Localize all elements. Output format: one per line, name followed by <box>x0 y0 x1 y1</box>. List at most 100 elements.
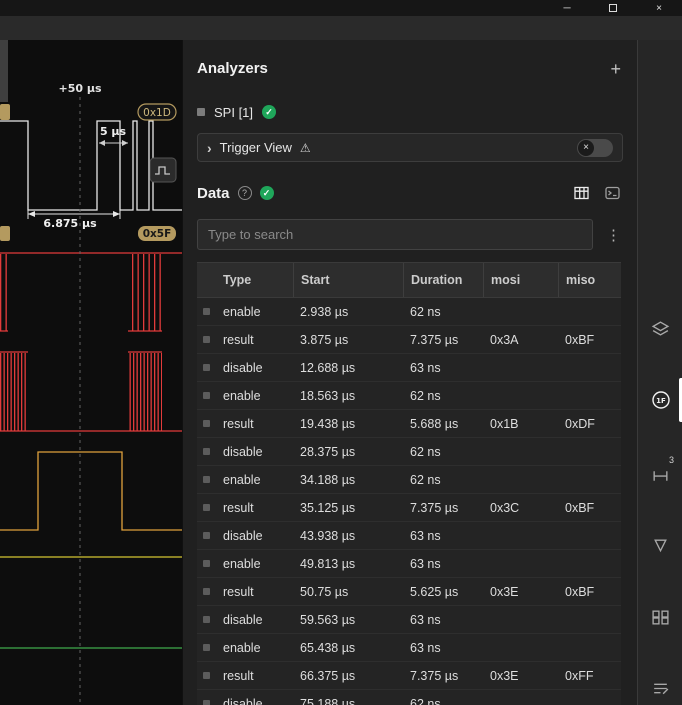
cell-duration: 62 ns <box>410 388 441 403</box>
table-view-icon[interactable] <box>573 185 590 201</box>
row-marker-icon <box>203 644 210 651</box>
table-row[interactable]: enable 49.813 µs 63 ns <box>197 550 621 578</box>
hex-data-icon-label: 1F <box>656 397 666 405</box>
table-row[interactable]: disable 12.688 µs 63 ns <box>197 354 621 382</box>
cell-duration: 63 ns <box>410 360 441 375</box>
table-row[interactable]: enable 34.188 µs 62 ns <box>197 466 621 494</box>
table-row[interactable]: result 19.438 µs 5.688 µs 0x1B 0xDF <box>197 410 621 438</box>
cell-mosi <box>483 690 558 705</box>
cell-duration: 62 ns <box>410 472 441 487</box>
table-row[interactable]: result 66.375 µs 7.375 µs 0x3E 0xFF <box>197 662 621 690</box>
table-row[interactable]: enable 65.438 µs 63 ns <box>197 634 621 662</box>
cell-start: 34.188 µs <box>300 472 356 487</box>
cell-start: 2.938 µs <box>300 304 349 319</box>
table-row[interactable]: result 50.75 µs 5.625 µs 0x3E 0xBF <box>197 578 621 606</box>
data-title: Data <box>197 184 230 202</box>
trigger-view-row[interactable]: › Trigger View ⚠ × <box>197 133 623 162</box>
table-row[interactable]: enable 2.938 µs 62 ns <box>197 298 621 326</box>
cell-miso <box>558 634 621 661</box>
cell-miso <box>558 354 621 381</box>
cell-start: 12.688 µs <box>300 360 356 375</box>
trigger-view-label: Trigger View <box>219 140 292 155</box>
time-cursor[interactable]: +50 µs <box>59 82 102 705</box>
trigger-toggle[interactable]: × <box>577 138 613 157</box>
warning-icon: ⚠ <box>299 140 311 155</box>
cell-mosi <box>483 354 558 381</box>
channel-0-trace <box>0 120 182 211</box>
jump-edge-button[interactable] <box>149 157 177 183</box>
decode-bubble-top[interactable]: 0x1D <box>137 103 177 121</box>
column-header-type: Type <box>223 273 252 287</box>
sidebar-item-data[interactable]: 1F <box>638 382 682 418</box>
cell-miso <box>558 550 621 577</box>
add-analyzer-button[interactable]: + <box>610 58 621 79</box>
sidebar-item-measurements[interactable]: 3 <box>638 455 682 493</box>
sidebar-item-timing-markers[interactable] <box>638 527 682 563</box>
table-row[interactable]: result 3.875 µs 7.375 µs 0x3A 0xBF <box>197 326 621 354</box>
minimize-button[interactable]: ─ <box>544 0 590 16</box>
cell-start: 43.938 µs <box>300 528 356 543</box>
search-input[interactable] <box>197 219 593 250</box>
row-marker-icon <box>203 532 210 539</box>
cell-miso <box>558 606 621 633</box>
analyzer-item-spi[interactable]: SPI [1] ✓ <box>197 102 277 122</box>
close-button[interactable]: × <box>636 0 682 16</box>
minimize-icon: ─ <box>563 2 571 14</box>
cell-type: enable <box>223 304 261 319</box>
decode-bubble-bottom[interactable]: 0x5F <box>138 226 176 241</box>
table-row[interactable]: disable 75.188 µs 62 ns <box>197 690 621 705</box>
cell-type: enable <box>223 472 261 487</box>
cell-miso <box>558 438 621 465</box>
sidebar-item-notes[interactable] <box>638 670 682 705</box>
terminal-view-icon[interactable] <box>604 185 621 201</box>
sidebar-item-annotations[interactable] <box>638 599 682 635</box>
cell-miso: 0xBF <box>565 332 595 347</box>
analyzers-title: Analyzers <box>197 60 268 77</box>
waveform-canvas[interactable]: 5 µs 6.875 µs 0x1D 0x5F <box>0 40 182 705</box>
cell-duration: 63 ns <box>410 612 441 627</box>
cell-type: result <box>223 416 254 431</box>
cell-mosi: 0x3A <box>490 332 519 347</box>
table-row[interactable]: result 35.125 µs 7.375 µs 0x3C 0xBF <box>197 494 621 522</box>
cell-type: result <box>223 500 254 515</box>
notes-icon <box>654 683 669 694</box>
cell-type: enable <box>223 556 261 571</box>
cell-mosi: 0x1B <box>490 416 519 431</box>
cell-start: 59.563 µs <box>300 612 356 627</box>
cell-type: disable <box>223 444 263 459</box>
table-row[interactable]: disable 28.375 µs 62 ns <box>197 438 621 466</box>
table-row[interactable]: disable 43.938 µs 63 ns <box>197 522 621 550</box>
row-marker-icon <box>203 336 210 343</box>
row-marker-icon <box>203 588 210 595</box>
waveform-viewport[interactable]: 5 µs 6.875 µs 0x1D 0x5F <box>0 40 182 705</box>
row-marker-icon <box>203 420 210 427</box>
cell-type: disable <box>223 360 263 375</box>
cell-type: result <box>223 584 254 599</box>
sidebar-item-analyzers[interactable] <box>638 310 682 346</box>
close-icon: × <box>656 2 662 14</box>
table-row[interactable]: disable 59.563 µs 63 ns <box>197 606 621 634</box>
check-icon: ✓ <box>262 105 277 119</box>
cell-start: 49.813 µs <box>300 556 356 571</box>
cell-start: 28.375 µs <box>300 444 356 459</box>
cell-miso: 0xDF <box>565 416 595 431</box>
cell-start: 35.125 µs <box>300 500 356 515</box>
maximize-button[interactable] <box>590 0 636 16</box>
cell-miso <box>558 466 621 493</box>
table-row[interactable]: enable 18.563 µs 62 ns <box>197 382 621 410</box>
cell-start: 50.75 µs <box>300 584 349 599</box>
row-marker-icon <box>203 476 210 483</box>
data-header: Data ? ✓ <box>197 183 621 203</box>
marker-pin-icon <box>654 539 667 552</box>
analyzer-label: SPI [1] <box>214 104 254 120</box>
measurement-large: 6.875 µs <box>27 209 121 230</box>
cell-miso <box>558 298 621 325</box>
more-options-icon[interactable]: ⋮ <box>606 226 621 244</box>
cell-mosi <box>483 466 558 493</box>
row-marker-icon <box>203 560 210 567</box>
decode-bubble-bottom-label: 0x5F <box>143 228 172 240</box>
cell-mosi <box>483 438 558 465</box>
cell-start: 75.188 µs <box>300 696 356 705</box>
cell-duration: 7.375 µs <box>410 668 459 683</box>
help-icon[interactable]: ? <box>237 186 252 200</box>
